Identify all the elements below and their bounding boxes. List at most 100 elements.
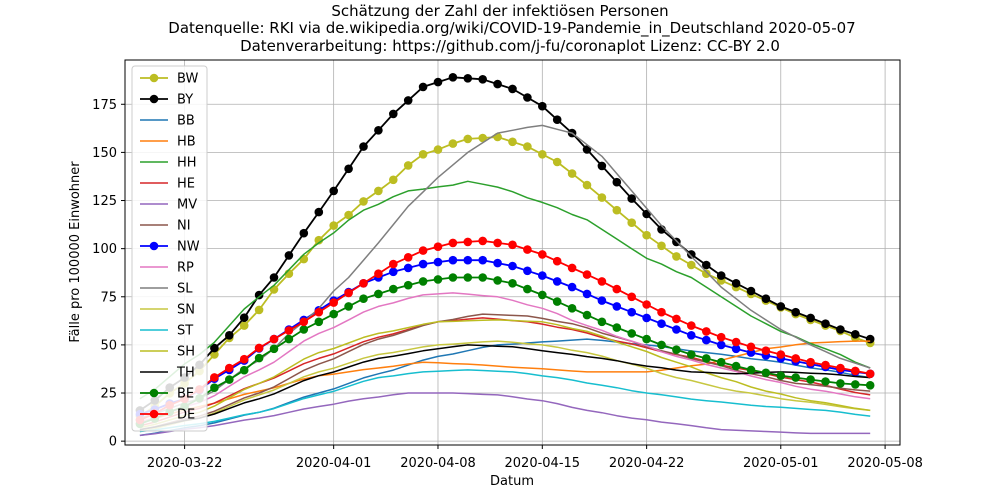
- data-point-be: [254, 353, 264, 363]
- data-point-be: [389, 284, 398, 294]
- x-tick-label: 2020-04-22: [609, 456, 685, 471]
- data-point-nw: [403, 263, 413, 273]
- data-point-de: [314, 307, 324, 317]
- data-point-by: [523, 93, 532, 102]
- legend-label-bw: BW: [177, 72, 198, 87]
- data-point-de: [702, 327, 711, 336]
- grid: [125, 60, 900, 445]
- data-point-nw: [672, 325, 681, 334]
- data-point-by: [225, 331, 234, 340]
- series-sn: [139, 340, 871, 433]
- data-point-be: [463, 273, 473, 282]
- ticks: 2020-03-22 2020-04-01 2020-04-08 2020-04-15…: [92, 98, 923, 471]
- data-point-de: [523, 245, 532, 254]
- legend-item-th: TH: [140, 366, 195, 381]
- legend-item-by: BY: [140, 93, 193, 108]
- data-point-bw: [269, 285, 279, 294]
- legend-label-be: BE: [177, 387, 194, 402]
- data-point-bw: [463, 134, 473, 144]
- series-hh: [139, 180, 871, 400]
- data-point-be: [731, 361, 741, 371]
- chart-title-line-2: Datenquelle: RKI via de.wikipedia.org/wi…: [168, 19, 855, 38]
- data-point-be: [687, 350, 696, 359]
- data-point-by: [702, 260, 711, 270]
- data-point-be: [642, 334, 651, 344]
- chart-title-line-1: Schätzung der Zahl der infektiösen Perso…: [331, 2, 668, 20]
- data-point-bw: [389, 175, 398, 185]
- data-point-de: [493, 238, 502, 248]
- data-point-bw: [672, 252, 681, 261]
- data-point-bw: [627, 218, 636, 227]
- legend-label-hb: HB: [177, 135, 196, 150]
- data-point-de: [374, 269, 383, 279]
- data-point-de: [448, 238, 458, 248]
- data-point-by: [478, 75, 488, 84]
- data-point-bw: [657, 241, 666, 251]
- data-point-nw: [433, 257, 443, 267]
- data-point-be: [597, 317, 607, 327]
- data-point-bw: [642, 230, 651, 240]
- data-point-de: [612, 284, 622, 294]
- data-point-by: [344, 164, 353, 174]
- data-point-de: [344, 288, 353, 298]
- data-point-de: [389, 259, 398, 269]
- plot-frame: [124, 59, 901, 446]
- data-point-by: [552, 115, 562, 124]
- data-point-be: [284, 334, 294, 344]
- data-point-de: [776, 350, 786, 359]
- x-tick-label: 2020-05-01: [743, 456, 819, 471]
- data-point-be: [836, 379, 845, 388]
- legend-item-ni: NI: [140, 219, 191, 234]
- x-tick-label: 2020-04-01: [296, 456, 372, 471]
- legend-item-mv: MV: [140, 198, 197, 213]
- data-point-by: [627, 194, 636, 203]
- data-point-bw: [299, 254, 309, 264]
- data-point-de: [359, 279, 368, 288]
- data-point-by: [403, 96, 413, 105]
- data-point-bw: [239, 321, 249, 330]
- x-tick-label: 2020-05-08: [847, 456, 923, 471]
- legend-marker-nw: [149, 241, 159, 251]
- legend-item-sn: SN: [140, 303, 195, 318]
- data-point-bw: [687, 260, 696, 270]
- legend-label-sl: SL: [177, 282, 193, 297]
- series-be: [135, 273, 875, 429]
- data-point-de: [254, 343, 264, 353]
- legend-item-be: BE: [140, 387, 194, 402]
- data-point-bw: [344, 210, 353, 220]
- data-point-be: [314, 317, 324, 327]
- data-point-by: [389, 109, 398, 119]
- data-point-bw: [702, 269, 711, 279]
- data-point-be: [493, 276, 502, 285]
- data-point-de: [403, 252, 413, 262]
- legend-item-de: DE: [140, 408, 195, 423]
- data-point-bw: [567, 169, 577, 178]
- data-point-bw: [582, 180, 592, 190]
- data-point-de: [746, 342, 756, 352]
- data-point-bw: [374, 186, 383, 196]
- data-point-by: [806, 313, 815, 323]
- data-point-de: [239, 354, 249, 364]
- data-point-by: [433, 77, 443, 87]
- data-point-by: [299, 228, 309, 238]
- data-point-be: [806, 375, 815, 384]
- legend-marker-bw: [149, 73, 159, 83]
- data-point-be: [791, 373, 800, 382]
- legend-label-rp: RP: [177, 261, 194, 276]
- data-point-by: [359, 142, 368, 151]
- legend-item-bb: BB: [140, 114, 195, 129]
- data-point-de: [716, 332, 726, 342]
- data-point-be: [657, 340, 666, 350]
- data-point-by: [314, 207, 324, 217]
- legend-item-sl: SL: [140, 282, 193, 297]
- data-point-be: [508, 279, 517, 288]
- data-point-by: [791, 307, 800, 317]
- data-point-nw: [702, 335, 711, 345]
- data-point-de: [821, 360, 830, 370]
- series-rp: [139, 292, 871, 423]
- data-point-be: [418, 277, 428, 286]
- data-point-by: [418, 82, 428, 92]
- data-point-nw: [418, 259, 428, 269]
- data-point-de: [552, 256, 562, 266]
